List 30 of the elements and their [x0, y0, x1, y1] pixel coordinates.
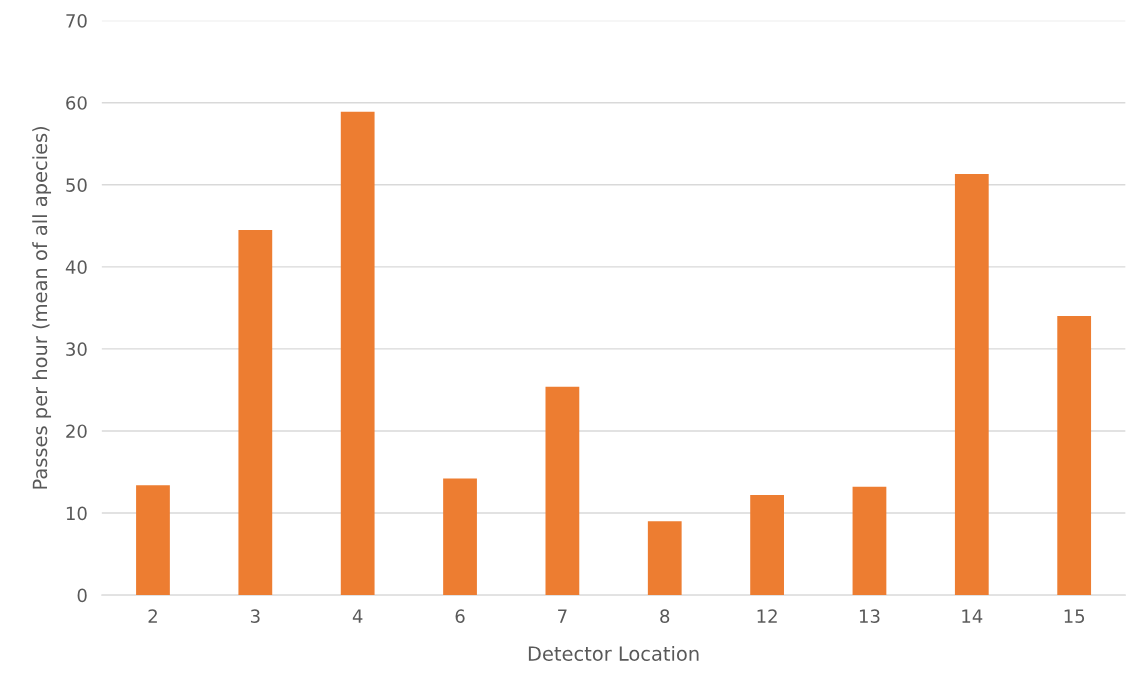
x-tick-label: 4 — [352, 609, 363, 623]
y-tick-label: 0 — [77, 588, 87, 603]
x-tick-label: 15 — [1064, 609, 1085, 623]
x-tick-label: 6 — [455, 609, 465, 623]
y-tick-label: 50 — [66, 178, 87, 192]
y-tick-label: 30 — [66, 342, 87, 357]
x-axis-title: Detector Location — [528, 645, 699, 661]
x-tick-label: 2 — [148, 609, 157, 623]
x-tick-label: 14 — [962, 609, 983, 623]
bar — [852, 486, 887, 596]
x-tick-label: 13 — [859, 609, 880, 623]
bar — [647, 521, 682, 596]
y-tick-label: 20 — [66, 424, 87, 439]
bar — [954, 174, 989, 596]
y-tick-label: 40 — [65, 260, 87, 274]
x-tick-label: 8 — [660, 609, 670, 623]
y-axis-title: Passes per hour (mean of all apecies) — [32, 126, 52, 489]
y-tick-label: 60 — [66, 96, 87, 110]
bar — [750, 495, 784, 596]
bar — [443, 478, 477, 596]
x-tick-label: 3 — [250, 609, 260, 623]
y-tick-label: 10 — [66, 506, 87, 521]
bar — [1057, 316, 1092, 596]
x-tick-label: 12 — [757, 609, 777, 623]
bar — [136, 485, 170, 596]
y-tick-label: 70 — [66, 14, 87, 28]
x-tick-label: 7 — [558, 609, 567, 623]
bar — [238, 229, 273, 596]
bar — [545, 386, 580, 596]
bar — [340, 111, 375, 596]
